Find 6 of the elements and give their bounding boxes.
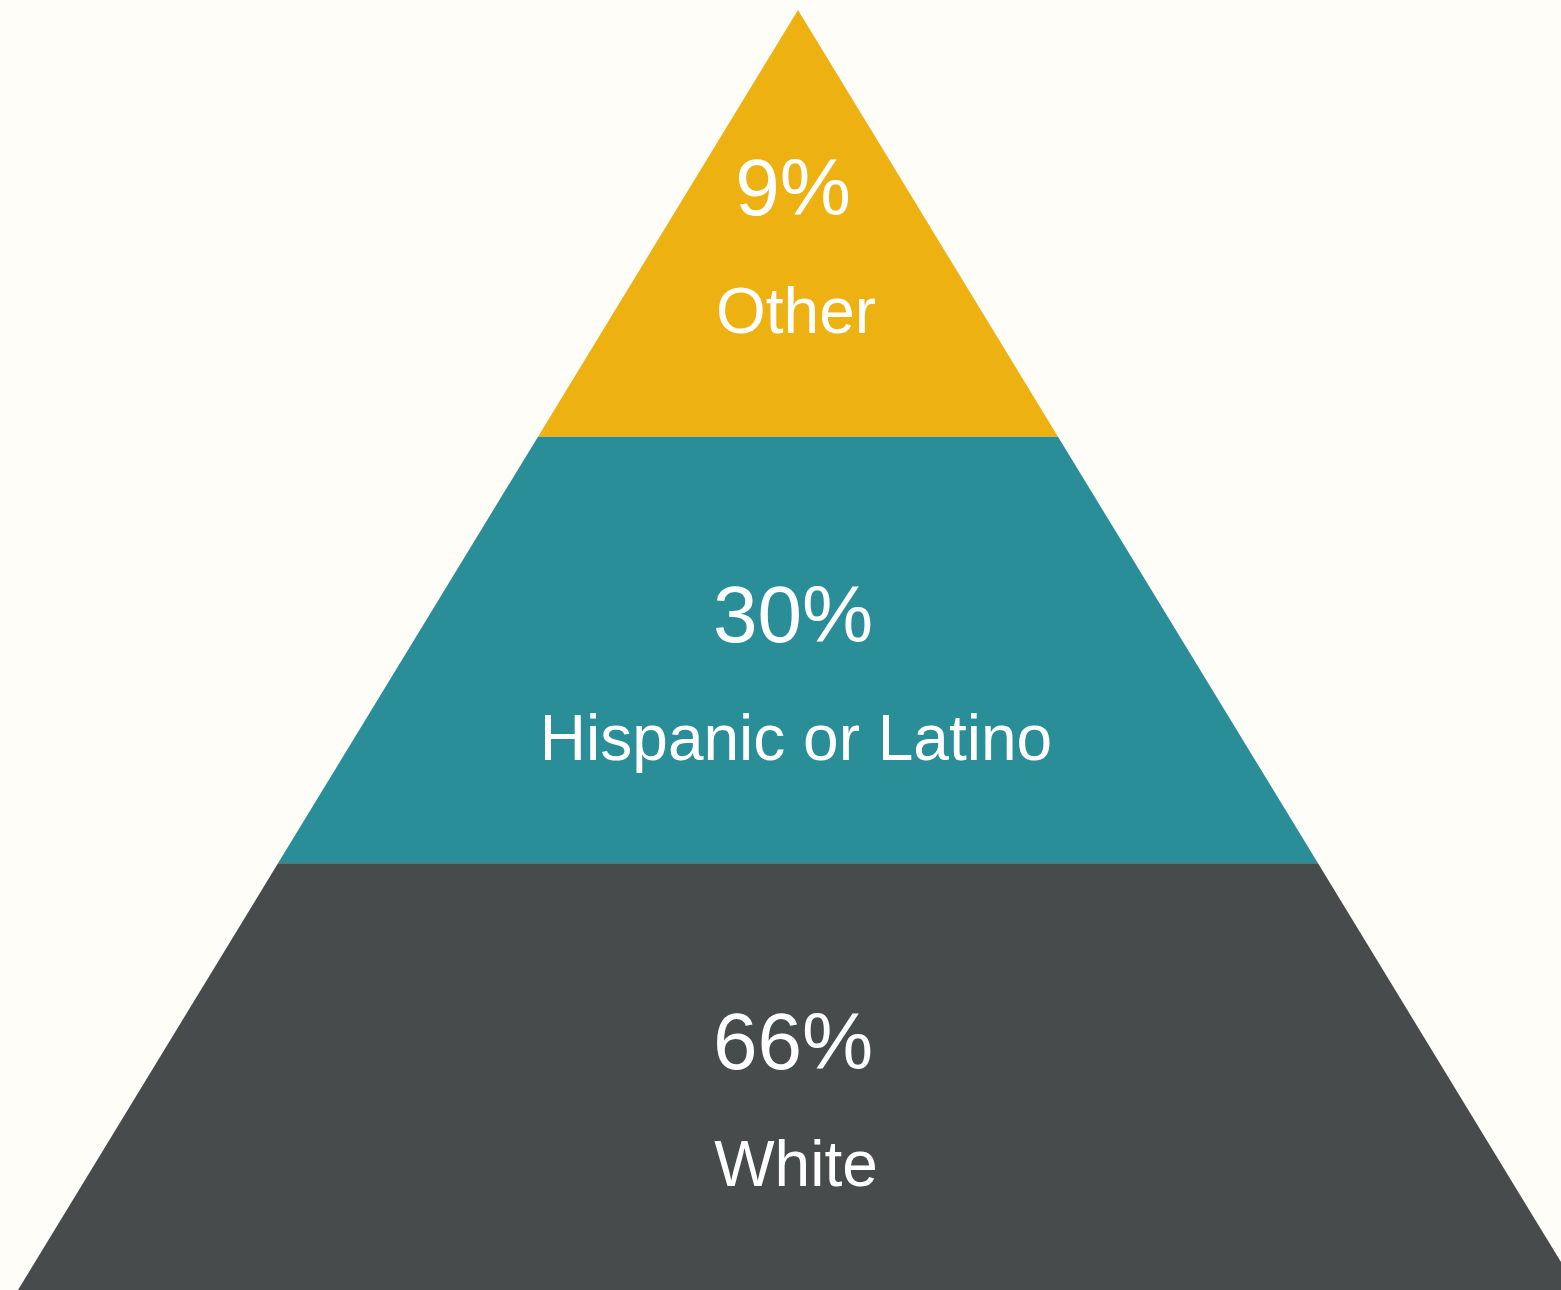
data-label: 66% (712, 996, 874, 1086)
category-label: White (714, 1128, 878, 1201)
category-label: Other (715, 274, 877, 347)
category-label: Hispanic or Latino (539, 701, 1053, 774)
data-label: 30% (712, 570, 874, 660)
data-label: 9% (735, 143, 851, 233)
